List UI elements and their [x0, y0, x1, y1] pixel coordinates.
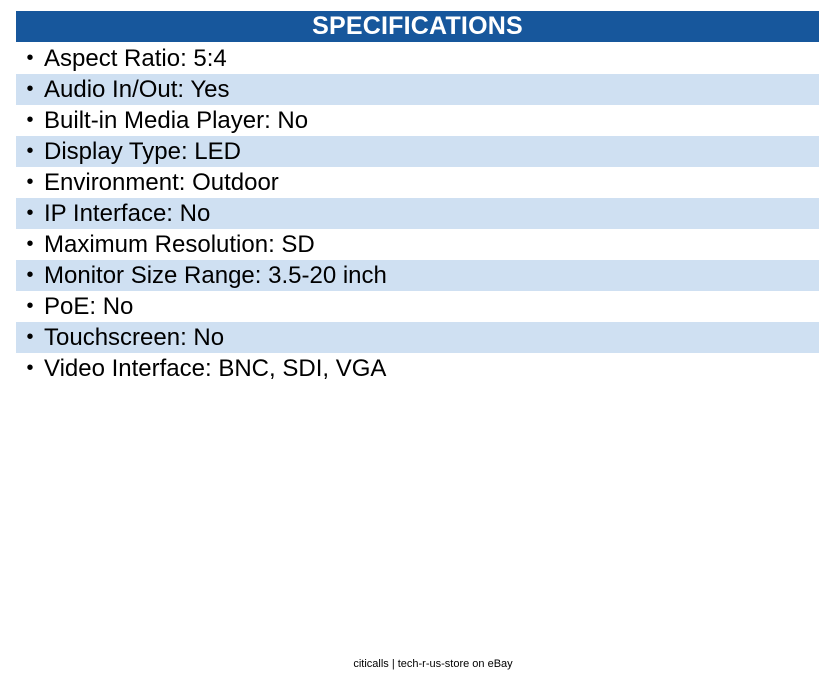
bullet-icon: • [26, 140, 34, 162]
spec-text: Monitor Size Range: 3.5-20 inch [44, 262, 387, 289]
spec-text: Environment: Outdoor [44, 169, 279, 196]
spec-text: Aspect Ratio: 5:4 [44, 45, 227, 72]
bullet-icon: • [26, 295, 34, 317]
spec-text: Audio In/Out: Yes [44, 76, 230, 103]
spec-row-environment: • Environment: Outdoor [16, 167, 819, 198]
spec-row-audio: • Audio In/Out: Yes [16, 74, 819, 105]
bullet-icon: • [26, 326, 34, 348]
bullet-icon: • [26, 264, 34, 286]
bullet-icon: • [26, 233, 34, 255]
spec-text: Built-in Media Player: No [44, 107, 309, 134]
spec-row-poe: • PoE: No [16, 291, 819, 322]
spec-row-media-player: • Built-in Media Player: No [16, 105, 819, 136]
bullet-icon: • [26, 171, 34, 193]
spec-row-display-type: • Display Type: LED [16, 136, 819, 167]
bullet-icon: • [26, 78, 34, 100]
spec-row-ip-interface: • IP Interface: No [16, 198, 819, 229]
spec-row-aspect-ratio: • Aspect Ratio: 5:4 [16, 43, 819, 74]
bullet-icon: • [26, 109, 34, 131]
spec-text: Maximum Resolution: SD [44, 231, 315, 258]
spec-text: PoE: No [44, 293, 134, 320]
bullet-icon: • [26, 357, 34, 379]
spec-row-touchscreen: • Touchscreen: No [16, 322, 819, 353]
specifications-header: SPECIFICATIONS [16, 11, 819, 42]
spec-text: Touchscreen: No [44, 324, 225, 351]
spec-row-monitor-size: • Monitor Size Range: 3.5-20 inch [16, 260, 819, 291]
bullet-icon: • [26, 47, 34, 69]
spec-row-max-resolution: • Maximum Resolution: SD [16, 229, 819, 260]
spec-text: Video Interface: BNC, SDI, VGA [44, 355, 387, 382]
specifications-list: • Aspect Ratio: 5:4 • Audio In/Out: Yes … [16, 43, 819, 384]
bullet-icon: • [26, 202, 34, 224]
spec-text: Display Type: LED [44, 138, 241, 165]
footer-credit: citicalls | tech-r-us-store on eBay [353, 658, 513, 670]
spec-text: IP Interface: No [44, 200, 211, 227]
spec-row-video-interface: • Video Interface: BNC, SDI, VGA [16, 353, 819, 384]
